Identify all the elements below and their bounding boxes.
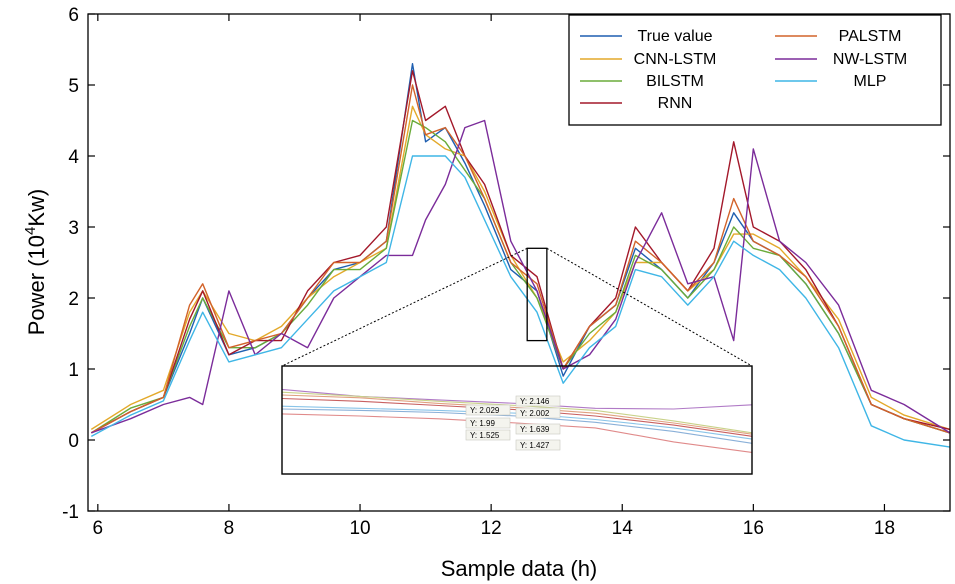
- series-lines: [90, 63, 951, 448]
- legend-label: PALSTM: [839, 28, 902, 45]
- inset-border: [281, 365, 753, 475]
- legend-label: CNN-LSTM: [634, 51, 717, 68]
- series-line-2: [90, 105, 951, 431]
- y-axis-label-tail: Kw): [24, 189, 49, 227]
- inset-tag-box: [515, 423, 561, 435]
- y-tick-label: 1: [68, 360, 79, 381]
- inset-tag-box: [515, 407, 561, 419]
- legend-label: True value: [638, 28, 713, 45]
- zoom-indicator: [281, 247, 753, 367]
- legend: True value CNN-LSTM BILSTM RNN PALSTM NW-LSTM…: [568, 14, 942, 126]
- inset-tag-box: [465, 429, 511, 441]
- inset-tag-label: Y: 2.146: [520, 397, 550, 406]
- x-tick-label: 18: [874, 518, 895, 539]
- y-tick-label: 0: [68, 431, 79, 452]
- y-axis-label: Power (104Kw): [22, 189, 49, 336]
- x-tick-label: 14: [612, 518, 634, 539]
- y-tick-label: -1: [62, 502, 79, 523]
- plot-frame: [87, 13, 951, 512]
- y-tick-label: 4: [68, 147, 79, 168]
- inset-line-7: [281, 413, 753, 453]
- series-line-7: [90, 155, 951, 448]
- zoom-connector-left: [281, 247, 528, 367]
- legend-label: RNN: [658, 95, 693, 112]
- legend-label: BILSTM: [646, 73, 704, 90]
- y-tick-label: 2: [68, 289, 79, 310]
- inset-tag-label: Y: 1.525: [470, 431, 500, 440]
- inset-tag-label: Y: 2.002: [520, 409, 550, 418]
- inset-line-3: [281, 394, 753, 435]
- zoom-inset: Y: 2.029 Y: 2.146 Y: 2.002 Y: 1.99 Y: 1.639 Y…: [281, 366, 753, 474]
- x-tick-label: 6: [93, 518, 104, 539]
- inset-tag-box: [515, 439, 561, 451]
- inset-tag-label: Y: 1.99: [470, 419, 495, 428]
- legend-label: NW-LSTM: [833, 51, 907, 68]
- inset-background: [282, 366, 752, 474]
- x-axis-label: Sample data (h): [441, 556, 598, 581]
- series-line-5: [90, 84, 951, 434]
- inset-frame: [281, 365, 753, 475]
- y-axis-label-sup: 4: [22, 227, 39, 235]
- legend-box: [568, 14, 942, 126]
- y-axis-label-main: Power (10: [24, 235, 49, 335]
- inset-tag-box: [465, 417, 511, 429]
- x-tick-label: 12: [481, 518, 502, 539]
- legend-label: MLP: [854, 73, 887, 90]
- inset-tag-label: Y: 2.029: [470, 406, 500, 415]
- inset-tag-box: [515, 395, 561, 407]
- inset-tag-box: [465, 404, 511, 416]
- y-tick-label: 6: [68, 5, 79, 26]
- x-tick-label: 8: [224, 518, 235, 539]
- zoom-box: [526, 247, 548, 342]
- series-line-6: [91, 119, 951, 434]
- zoom-connector-right: [546, 247, 753, 367]
- x-tick-label: 10: [349, 518, 370, 539]
- x-tick-label: 16: [743, 518, 764, 539]
- y-tick-label: 5: [68, 76, 79, 97]
- inset-tag-label: Y: 1.427: [520, 441, 550, 450]
- inset-tag-label: Y: 1.639: [520, 425, 550, 434]
- series-line-4: [90, 70, 951, 434]
- y-tick-label: 3: [68, 218, 79, 239]
